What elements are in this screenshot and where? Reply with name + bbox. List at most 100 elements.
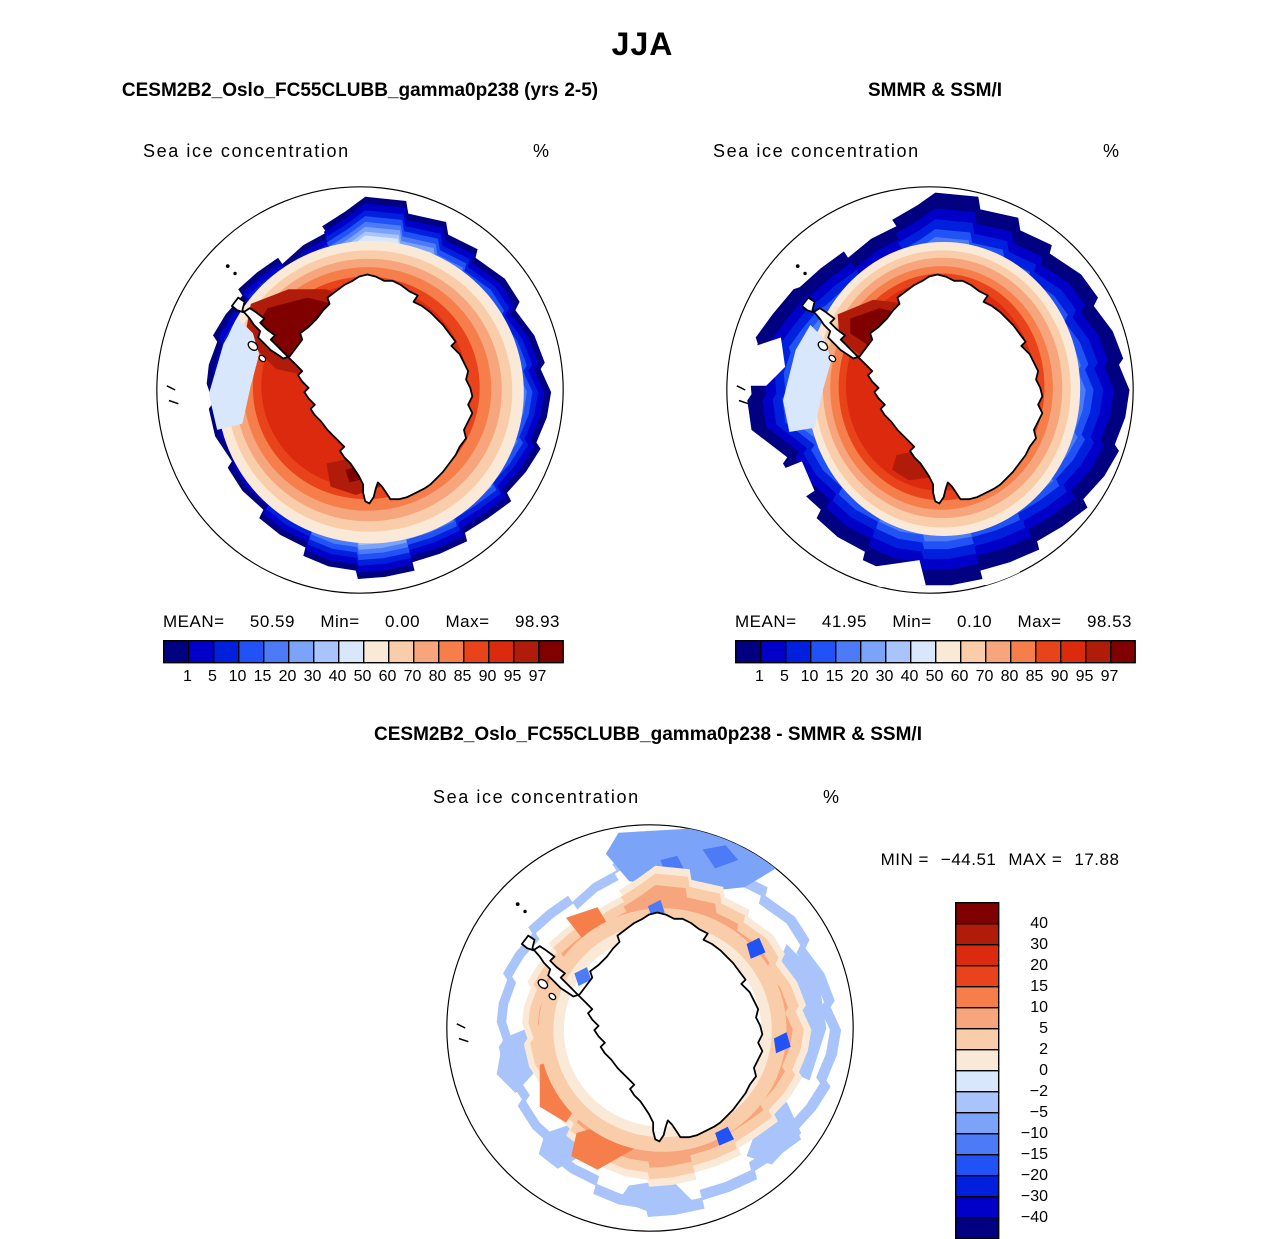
colorbar-segment — [955, 1175, 1000, 1198]
colorbar-tick: 30 — [303, 668, 322, 685]
colorbar-segment — [955, 1217, 1000, 1239]
model-stats: MEAN= 50.59 Min= 0.00 Max= 98.93 — [163, 612, 560, 632]
colorbar-tick: 90 — [1050, 668, 1069, 685]
negative-diff-patch — [618, 1179, 692, 1211]
max-label: Max= — [445, 612, 490, 631]
colorbar-tick: 95 — [1075, 668, 1094, 685]
colorbar-segment — [262, 640, 290, 664]
colorbar-segment — [213, 640, 240, 664]
colorbar-tick: −15 — [1020, 1146, 1048, 1163]
colorbar-tick: 20 — [850, 668, 869, 685]
negative-diff-core — [702, 845, 739, 869]
colorbar-tick: 15 — [1030, 978, 1048, 995]
colorbar-tick: 5 — [1039, 1020, 1048, 1037]
colorbar-segment — [1010, 640, 1037, 664]
colorbar-segment — [884, 640, 912, 664]
colorbar-tick: 97 — [1100, 668, 1119, 685]
max-value: 17.88 — [1074, 850, 1120, 869]
model-map — [156, 186, 564, 594]
negative-diff-patch — [746, 1101, 802, 1165]
colorbar-segment — [362, 640, 390, 664]
obs-units-label: % — [1103, 141, 1121, 161]
diff-panel-title: CESM2B2_Oslo_FC55CLUBB_gamma0p238 - SMMR… — [374, 724, 922, 745]
colorbar-tick: 40 — [328, 668, 347, 685]
diff-colorbar — [955, 902, 1000, 1239]
min-value: −44.51 — [940, 850, 997, 869]
colorbar-segment — [909, 640, 937, 664]
colorbar-segment — [955, 985, 1000, 1009]
min-value: 0.00 — [385, 612, 421, 631]
colorbar-segment — [955, 1027, 1000, 1051]
colorbar-tick: 20 — [278, 668, 297, 685]
colorbar-tick: 70 — [403, 668, 422, 685]
colorbar-segment — [955, 1111, 1000, 1135]
colorbar-segment — [955, 1090, 1000, 1114]
figure-title: JJA — [611, 26, 674, 62]
colorbar-segment — [412, 640, 440, 664]
model-units-label: % — [533, 141, 551, 161]
diff-map — [446, 824, 854, 1232]
colorbar-tick: 5 — [208, 668, 217, 685]
colorbar-segment — [955, 923, 1000, 946]
colorbar-tick: 50 — [353, 668, 372, 685]
obs-field-label: Sea ice concentration — [713, 141, 920, 161]
mean-value: 50.59 — [249, 612, 295, 631]
colorbar-tick: 50 — [925, 668, 944, 685]
colorbar-tick: 30 — [875, 668, 894, 685]
colorbar-tick: 70 — [975, 668, 994, 685]
colorbar-tick: −40 — [1020, 1209, 1048, 1226]
colorbar-tick: 5 — [780, 668, 789, 685]
colorbar-tick: 85 — [1025, 668, 1044, 685]
colorbar-segment — [735, 640, 762, 664]
colorbar-segment — [312, 640, 340, 664]
colorbar-tick: 90 — [478, 668, 497, 685]
colorbar-segment — [387, 640, 415, 664]
colorbar-segment — [859, 640, 887, 664]
peninsula-west-light-band — [208, 318, 260, 430]
model-colorbar — [163, 640, 564, 664]
colorbar-tick: 0 — [1039, 1062, 1048, 1079]
colorbar-segment — [760, 640, 787, 664]
colorbar-segment — [934, 640, 962, 664]
colorbar-segment — [809, 640, 837, 664]
colorbar-segment — [438, 640, 465, 664]
colorbar-segment — [163, 640, 190, 664]
rim-gap — [875, 560, 926, 588]
min-label: MIN = — [880, 850, 929, 869]
obs-stats: MEAN= 41.95 Min= 0.10 Max= 98.53 — [735, 612, 1132, 632]
colorbar-segment — [463, 640, 490, 664]
model-colorbar-ticks: 1 5 10 15 20 30 40 50 60 70 80 85 90 95 97 — [175, 668, 550, 686]
colorbar-tick: 30 — [1030, 936, 1048, 953]
colorbar-segment — [955, 1132, 1000, 1156]
colorbar-tick: 1 — [755, 668, 764, 685]
colorbar-segment — [955, 902, 1000, 925]
rim-gap — [768, 461, 815, 508]
obs-panel-title: SMMR & SSM/I — [867, 80, 1003, 101]
diff-stats: MIN = −44.51 MAX = 17.88 — [845, 850, 1155, 870]
colorbar-segment — [188, 640, 215, 664]
max-value: 98.93 — [514, 612, 560, 631]
colorbar-tick: 15 — [825, 668, 844, 685]
mean-value: 41.95 — [821, 612, 867, 631]
colorbar-tick: 20 — [1030, 957, 1048, 974]
colorbar-segment — [337, 640, 365, 664]
colorbar-tick: 80 — [1000, 668, 1019, 685]
colorbar-tick: −30 — [1020, 1188, 1048, 1205]
colorbar-tick: 1 — [183, 668, 192, 685]
colorbar-segment — [1110, 640, 1136, 664]
colorbar-segment — [955, 1006, 1000, 1030]
negative-diff-speck — [746, 937, 766, 959]
colorbar-tick: 60 — [378, 668, 397, 685]
min-label: Min= — [892, 612, 932, 631]
model-field-label: Sea ice concentration — [143, 141, 350, 161]
colorbar-tick: 85 — [453, 668, 472, 685]
colorbar-tick: 10 — [228, 668, 247, 685]
obs-map — [726, 186, 1134, 594]
min-value: 0.10 — [957, 612, 993, 631]
diff-units-label: % — [823, 787, 841, 807]
colorbar-segment — [959, 640, 987, 664]
max-value: 98.53 — [1086, 612, 1132, 631]
colorbar-segment — [955, 944, 1000, 967]
peninsula-west-light-band — [783, 324, 832, 432]
